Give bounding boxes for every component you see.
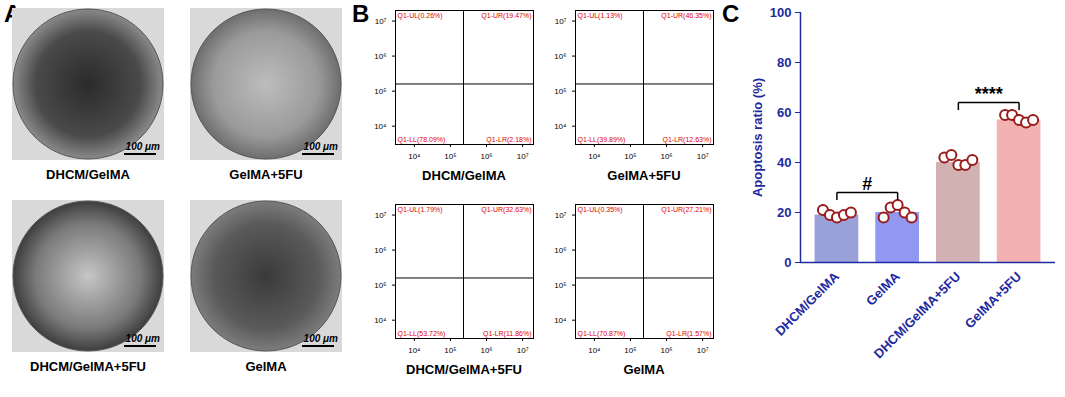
svg-text:10⁷: 10⁷: [555, 17, 567, 26]
svg-text:20: 20: [777, 205, 791, 220]
svg-text:Q1-LL(53.72%): Q1-LL(53.72%): [398, 330, 446, 338]
svg-text:Q1-LR(2.18%): Q1-LR(2.18%): [486, 136, 531, 144]
svg-text:10⁷: 10⁷: [697, 152, 709, 161]
svg-text:10⁶: 10⁶: [480, 346, 492, 355]
svg-text:10⁶: 10⁶: [660, 152, 672, 161]
svg-text:Q1-UL(1.13%): Q1-UL(1.13%): [578, 12, 623, 20]
svg-text:DHCM/GelMA+5FU: DHCM/GelMA+5FU: [871, 269, 964, 362]
svg-text:10⁷: 10⁷: [375, 211, 387, 220]
svg-text:Q1-LR(1.57%): Q1-LR(1.57%): [666, 330, 711, 338]
svg-text:100 μm: 100 μm: [304, 333, 338, 344]
html-text:C: C: [722, 0, 740, 27]
svg-text:10⁵: 10⁵: [374, 281, 386, 290]
svg-text:Apoptosis ratio (%): Apoptosis ratio (%): [750, 78, 765, 197]
svg-text:10⁴: 10⁴: [588, 152, 601, 161]
svg-text:GelMA: GelMA: [245, 359, 287, 374]
svg-text:Q1-LR(12.63%): Q1-LR(12.63%): [662, 136, 711, 144]
svg-text:Q1-UL(1.79%): Q1-UL(1.79%): [398, 206, 443, 214]
html-text:GelMA+5FU: GelMA+5FU: [607, 168, 681, 183]
svg-text:0: 0: [784, 255, 791, 270]
svg-text:10⁷: 10⁷: [375, 17, 387, 26]
svg-text:Q1-LL(39.89%): Q1-LL(39.89%): [578, 136, 626, 144]
svg-text:Q1-UR(27.21%): Q1-UR(27.21%): [661, 206, 711, 214]
svg-text:10⁶: 10⁶: [374, 52, 386, 61]
svg-text:10⁷: 10⁷: [697, 346, 709, 355]
html-text:A: A: [4, 0, 22, 27]
svg-text:#: #: [862, 174, 872, 194]
svg-text:10⁶: 10⁶: [480, 152, 492, 161]
svg-text:GelMA+5FU: GelMA+5FU: [229, 167, 302, 182]
svg-text:Q1-UR(32.63%): Q1-UR(32.63%): [481, 206, 531, 214]
svg-text:Q1-LL(78.09%): Q1-LL(78.09%): [398, 136, 446, 144]
svg-text:10⁴: 10⁴: [554, 122, 567, 131]
html-text:B: B: [352, 0, 370, 27]
svg-text:100: 100: [770, 5, 792, 20]
svg-text:DHCM/GelMA: DHCM/GelMA: [772, 268, 842, 338]
svg-text:10⁴: 10⁴: [588, 346, 601, 355]
svg-text:40: 40: [777, 155, 791, 170]
svg-text:100 μm: 100 μm: [126, 141, 160, 152]
svg-text:DHCM/GelMA: DHCM/GelMA: [46, 167, 130, 182]
html-text:GelMA: GelMA: [623, 362, 665, 377]
svg-text:10⁶: 10⁶: [554, 52, 566, 61]
svg-text:10⁵: 10⁵: [554, 87, 566, 96]
svg-text:Q1-UL(0.26%): Q1-UL(0.26%): [398, 12, 443, 20]
svg-text:10⁵: 10⁵: [554, 281, 566, 290]
svg-text:Q1-UR(46.35%): Q1-UR(46.35%): [661, 12, 711, 20]
svg-text:10⁵: 10⁵: [444, 346, 456, 355]
svg-text:GelMA: GelMA: [863, 268, 903, 308]
svg-text:100 μm: 100 μm: [304, 141, 338, 152]
svg-text:10⁴: 10⁴: [408, 152, 421, 161]
svg-text:10⁴: 10⁴: [374, 122, 387, 131]
svg-text:Q1-LL(70.87%): Q1-LL(70.87%): [578, 330, 626, 338]
svg-text:10⁴: 10⁴: [554, 316, 567, 325]
svg-text:GelMA+5FU: GelMA+5FU: [962, 269, 1024, 331]
svg-text:100 μm: 100 μm: [126, 333, 160, 344]
svg-text:10⁶: 10⁶: [374, 246, 386, 255]
svg-text:10⁷: 10⁷: [517, 346, 529, 355]
svg-text:DHCM/GelMA+5FU: DHCM/GelMA+5FU: [30, 359, 146, 374]
svg-text:Q1-LR(11.86%): Q1-LR(11.86%): [483, 330, 532, 338]
svg-text:60: 60: [777, 105, 791, 120]
svg-text:Q1-UR(19.47%): Q1-UR(19.47%): [481, 12, 531, 20]
svg-text:10⁶: 10⁶: [660, 346, 672, 355]
svg-text:10⁴: 10⁴: [408, 346, 421, 355]
svg-text:10⁵: 10⁵: [374, 87, 386, 96]
svg-text:10⁵: 10⁵: [624, 346, 636, 355]
svg-text:80: 80: [777, 55, 791, 70]
svg-text:10⁵: 10⁵: [624, 152, 636, 161]
svg-text:10⁵: 10⁵: [444, 152, 456, 161]
svg-text:10⁷: 10⁷: [517, 152, 529, 161]
svg-text:10⁴: 10⁴: [374, 316, 387, 325]
svg-text:10⁶: 10⁶: [554, 246, 566, 255]
html-text:DHCM/GelMA: DHCM/GelMA: [422, 168, 506, 183]
svg-text:Q1-UL(0.35%): Q1-UL(0.35%): [578, 206, 623, 214]
svg-text:10⁷: 10⁷: [555, 211, 567, 220]
svg-text:****: ****: [975, 84, 1003, 104]
html-text:DHCM/GelMA+5FU: DHCM/GelMA+5FU: [406, 362, 522, 377]
